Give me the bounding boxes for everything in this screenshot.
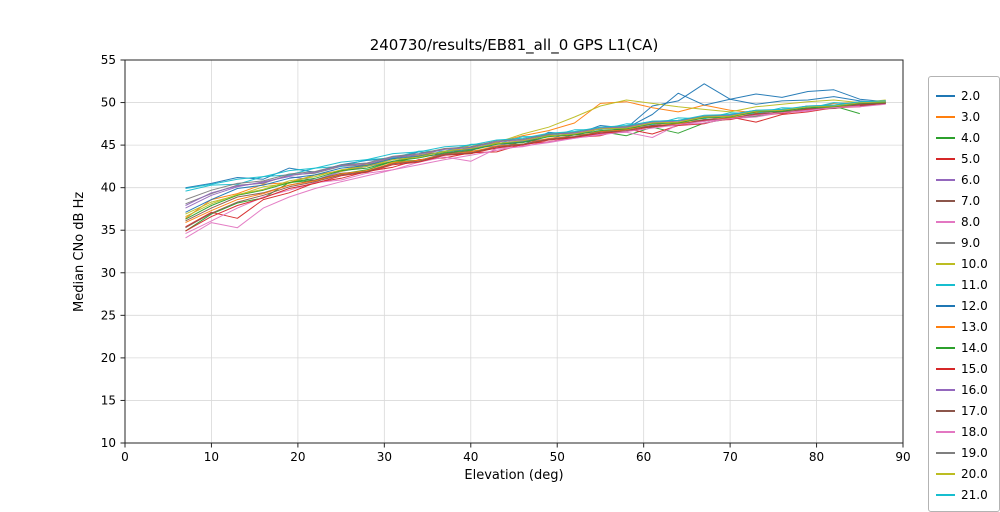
legend-label: 14.0 <box>961 340 988 355</box>
legend-line-swatch <box>936 430 955 433</box>
legend-item: 13.0 <box>936 316 992 337</box>
series-line-14.0 <box>185 102 886 220</box>
legend-label: 10.0 <box>961 256 988 271</box>
legend-line-swatch <box>936 472 955 475</box>
series-line-13.0 <box>185 102 886 224</box>
legend-label: 11.0 <box>961 277 988 292</box>
y-tick-label: 15 <box>101 393 116 407</box>
x-tick-label: 10 <box>204 450 219 464</box>
x-tick-label: 80 <box>809 450 824 464</box>
series-line-5.0 <box>185 102 886 228</box>
legend-label: 15.0 <box>961 361 988 376</box>
series-line-8.0 <box>185 103 886 235</box>
x-tick-label: 90 <box>895 450 910 464</box>
x-tick-label: 0 <box>121 450 129 464</box>
legend-line-swatch <box>936 493 955 496</box>
legend-line-swatch <box>936 388 955 391</box>
legend-line-swatch <box>936 283 955 286</box>
legend: 2.0 3.0 4.0 5.0 6.0 7.0 8.0 9.0 10.0 11.0 12.0 13.0… <box>928 76 1000 512</box>
legend-line-swatch <box>936 115 955 118</box>
x-tick-label: 40 <box>463 450 478 464</box>
legend-label: 7.0 <box>961 193 981 208</box>
series-line-7.0 <box>185 102 886 222</box>
series-line-20.0 <box>185 101 886 218</box>
legend-label: 16.0 <box>961 382 988 397</box>
legend-item: 10.0 <box>936 253 992 274</box>
legend-line-swatch <box>936 304 955 307</box>
legend-item: 14.0 <box>936 337 992 358</box>
y-tick-label: 25 <box>101 308 116 322</box>
y-axis-label: Median CNo dB Hz <box>72 191 87 312</box>
legend-label: 8.0 <box>961 214 981 229</box>
legend-line-swatch <box>936 157 955 160</box>
legend-item: 12.0 <box>936 295 992 316</box>
legend-label: 5.0 <box>961 151 981 166</box>
legend-item: 19.0 <box>936 442 992 463</box>
y-tick-label: 40 <box>101 181 116 195</box>
legend-item: 8.0 <box>936 211 992 232</box>
x-tick-label: 30 <box>377 450 392 464</box>
legend-line-swatch <box>936 367 955 370</box>
series-line-4.0 <box>185 105 860 232</box>
legend-label: 18.0 <box>961 424 988 439</box>
x-axis-label: Elevation (deg) <box>464 468 564 483</box>
series-line-15.0 <box>185 102 886 232</box>
legend-item: 21.0 <box>936 484 992 505</box>
y-tick-label: 30 <box>101 266 116 280</box>
legend-line-swatch <box>936 325 955 328</box>
legend-line-swatch <box>936 178 955 181</box>
legend-line-swatch <box>936 241 955 244</box>
series-line-17.0 <box>185 102 886 229</box>
y-tick-label: 50 <box>101 96 116 110</box>
legend-label: 21.0 <box>961 487 988 502</box>
legend-line-swatch <box>936 346 955 349</box>
legend-item: 18.0 <box>936 421 992 442</box>
line-chart: 0 10 20 30 40 50 60 70 80 90 10 15 20 25 30 35 40 45 50 55 <box>101 53 911 464</box>
legend-label: 20.0 <box>961 466 988 481</box>
series-line-18.0 <box>185 105 860 239</box>
legend-item: 5.0 <box>936 148 992 169</box>
legend-label: 17.0 <box>961 403 988 418</box>
y-tick-label: 35 <box>101 223 116 237</box>
legend-item: 15.0 <box>936 358 992 379</box>
legend-line-swatch <box>936 262 955 265</box>
legend-item: 17.0 <box>936 400 992 421</box>
chart-title: 240730/results/EB81_all_0 GPS L1(CA) <box>369 36 659 54</box>
legend-item: 2.0 <box>936 85 992 106</box>
legend-line-swatch <box>936 451 955 454</box>
legend-item: 7.0 <box>936 190 992 211</box>
legend-item: 9.0 <box>936 232 992 253</box>
legend-label: 12.0 <box>961 298 988 313</box>
x-tick-label: 20 <box>290 450 305 464</box>
legend-label: 19.0 <box>961 445 988 460</box>
legend-line-swatch <box>936 94 955 97</box>
y-tick-label: 20 <box>101 351 116 365</box>
legend-label: 13.0 <box>961 319 988 334</box>
legend-item: 4.0 <box>936 127 992 148</box>
legend-line-swatch <box>936 409 955 412</box>
x-tick-label: 70 <box>722 450 737 464</box>
y-tick-label: 10 <box>101 436 116 450</box>
legend-line-swatch <box>936 220 955 223</box>
plot-spines <box>124 59 904 444</box>
legend-label: 4.0 <box>961 130 981 145</box>
legend-line-swatch <box>936 136 955 139</box>
legend-label: 2.0 <box>961 88 981 103</box>
legend-item: 3.0 <box>936 106 992 127</box>
legend-line-swatch <box>936 199 955 202</box>
legend-item: 16.0 <box>936 379 992 400</box>
legend-item: 11.0 <box>936 274 992 295</box>
x-tick-label: 60 <box>636 450 651 464</box>
legend-label: 9.0 <box>961 235 981 250</box>
y-tick-label: 45 <box>101 138 116 152</box>
legend-item: 20.0 <box>936 463 992 484</box>
legend-item: 6.0 <box>936 169 992 190</box>
y-tick-label: 55 <box>101 53 116 67</box>
series-line-21.0 <box>185 100 886 189</box>
legend-label: 6.0 <box>961 172 981 187</box>
series-line-3.0 <box>185 100 886 219</box>
x-tick-label: 50 <box>550 450 565 464</box>
legend-label: 3.0 <box>961 109 981 124</box>
